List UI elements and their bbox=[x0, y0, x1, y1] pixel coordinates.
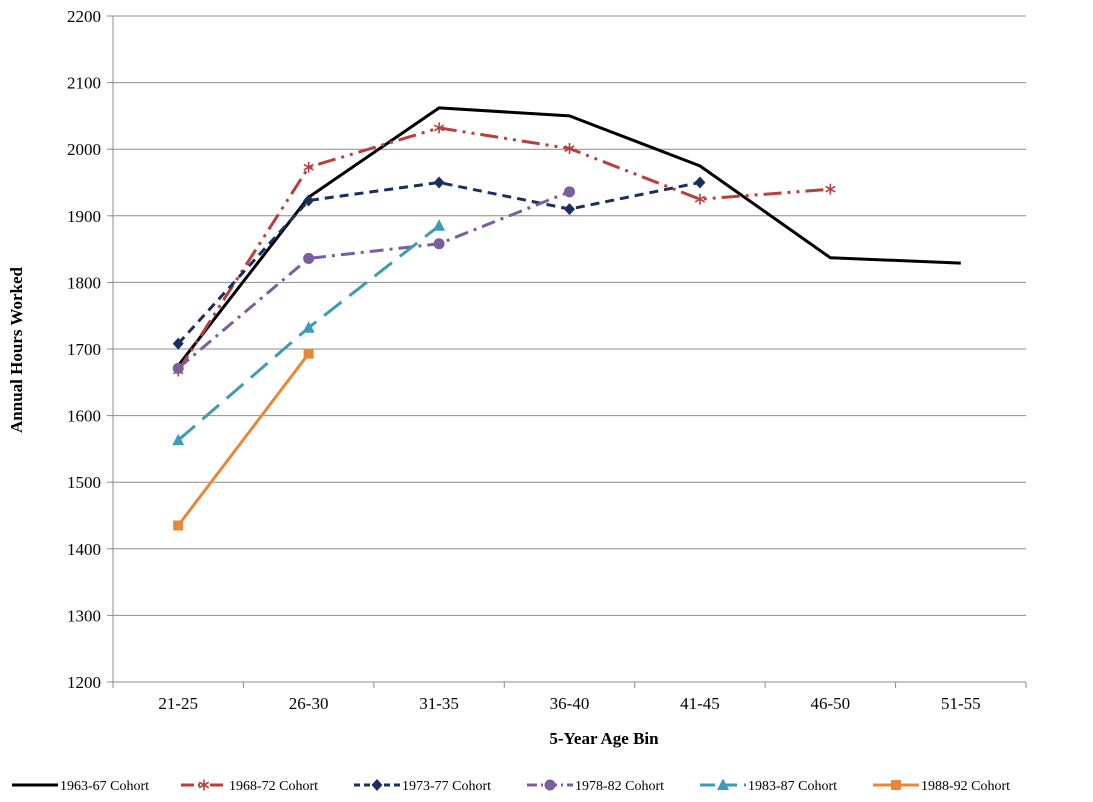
data-point bbox=[172, 362, 184, 374]
legend-item: 1963-67 Cohort bbox=[12, 779, 149, 794]
legend-label: 1983-87 Cohort bbox=[748, 779, 837, 794]
y-tick-label: 1200 bbox=[67, 673, 101, 692]
data-point bbox=[303, 252, 315, 264]
legend-item: 1968-72 Cohort bbox=[181, 779, 318, 794]
y-axis-title: Annual Hours Worked bbox=[7, 266, 26, 433]
axes bbox=[107, 15, 1027, 688]
y-tick-label: 2000 bbox=[67, 140, 101, 159]
series-line-1978-82-cohort bbox=[177, 190, 571, 370]
star-stroke bbox=[303, 163, 314, 171]
star-stroke bbox=[825, 185, 836, 193]
legend-marker bbox=[891, 780, 901, 790]
data-point bbox=[433, 176, 445, 189]
star-stroke bbox=[433, 124, 445, 132]
legend: 1963-67 Cohort 1968-72 Cohort 1973-77 Coho… bbox=[12, 778, 1010, 794]
data-point bbox=[172, 433, 185, 446]
legend-label: 1973-77 Cohort bbox=[402, 779, 491, 794]
series-markers bbox=[172, 122, 836, 531]
y-tick-label: 1400 bbox=[67, 540, 101, 559]
star-stroke bbox=[564, 145, 575, 152]
series-lines bbox=[176, 106, 961, 527]
legend-item: 1978-82 Cohort bbox=[527, 779, 664, 794]
star-stroke bbox=[198, 781, 210, 789]
y-tick-label: 2200 bbox=[67, 7, 101, 26]
data-point bbox=[694, 193, 706, 205]
legend-item: 1988-92 Cohort bbox=[873, 779, 1010, 794]
legend-marker bbox=[544, 779, 556, 791]
x-tick-label-51-55: 51-55 bbox=[941, 694, 981, 713]
data-point bbox=[303, 348, 314, 359]
y-tick-label: 1700 bbox=[67, 340, 101, 359]
data-point bbox=[303, 194, 315, 207]
x-tick-label-36-40: 36-40 bbox=[550, 694, 590, 713]
data-point bbox=[694, 176, 706, 189]
legend-label: 1963-67 Cohort bbox=[60, 779, 149, 794]
x-axis-title: 5-Year Age Bin bbox=[549, 729, 659, 748]
tick-labels: 1200 1300 1400 1500 1600 1700 1800 1900 2000 2100… bbox=[67, 7, 981, 713]
data-point bbox=[564, 186, 575, 198]
x-tick-label-31-35: 31-35 bbox=[419, 694, 459, 713]
data-point bbox=[173, 520, 184, 531]
gridlines bbox=[113, 15, 1026, 616]
legend-marker bbox=[198, 779, 210, 791]
data-point bbox=[433, 238, 445, 250]
data-point bbox=[303, 161, 314, 173]
series-line-1988-92-cohort bbox=[177, 352, 310, 527]
data-point bbox=[302, 321, 315, 333]
legend-label: 1968-72 Cohort bbox=[229, 779, 318, 794]
data-point bbox=[433, 122, 445, 134]
x-tick-label-21-25: 21-25 bbox=[158, 694, 198, 713]
y-tick-label: 1500 bbox=[67, 473, 101, 492]
series-line-1973-77-cohort bbox=[177, 181, 701, 345]
star-stroke bbox=[694, 195, 706, 203]
legend-item: 1983-87 Cohort bbox=[700, 778, 837, 794]
data-point bbox=[172, 337, 184, 350]
data-point bbox=[825, 183, 836, 195]
x-tick-label-26-30: 26-30 bbox=[289, 694, 329, 713]
data-point bbox=[564, 203, 575, 216]
y-tick-label: 1800 bbox=[67, 273, 101, 292]
data-point bbox=[564, 143, 575, 155]
series-line-1968-72-cohort bbox=[176, 126, 831, 372]
legend-marker bbox=[717, 778, 729, 790]
data-point bbox=[433, 219, 446, 231]
legend-label: 1988-92 Cohort bbox=[921, 779, 1010, 794]
legend-marker bbox=[371, 779, 383, 791]
y-tick-label: 2100 bbox=[67, 74, 101, 93]
legend-label: 1978-82 Cohort bbox=[575, 779, 664, 794]
x-tick-label-41-45: 41-45 bbox=[680, 694, 720, 713]
x-tick-label-46-50: 46-50 bbox=[811, 694, 851, 713]
y-tick-label: 1600 bbox=[67, 407, 101, 426]
y-tick-label: 1900 bbox=[67, 207, 101, 226]
y-tick-label: 1300 bbox=[67, 606, 101, 625]
legend-item: 1973-77 Cohort bbox=[354, 779, 491, 794]
